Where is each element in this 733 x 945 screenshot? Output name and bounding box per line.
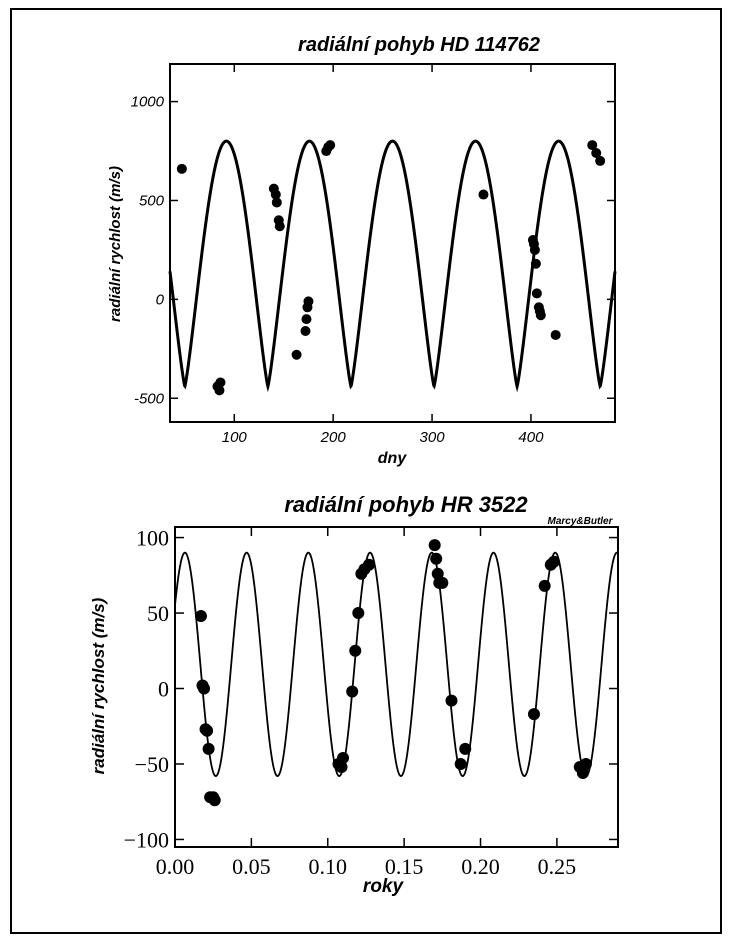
x-tick-label: 100 (222, 429, 248, 446)
data-point (176, 163, 187, 174)
data-point (270, 189, 281, 200)
data-point (454, 757, 467, 770)
data-point (271, 197, 282, 208)
y-tick-label: 50 (147, 601, 169, 626)
data-point (591, 148, 602, 159)
data-point (595, 155, 606, 166)
chart-1-points (176, 140, 606, 396)
data-point (352, 607, 365, 620)
figure-frame (10, 8, 722, 934)
data-point (208, 794, 221, 807)
data-point (529, 244, 540, 255)
data-point (527, 708, 540, 721)
x-tick-label: 0.20 (461, 854, 500, 879)
chart-1-x-label: dny (378, 450, 408, 467)
chart-1-y-label: radiální rychlost (m/s) (107, 166, 124, 322)
data-point (579, 757, 592, 770)
chart-1: radiální pohyb HD 114762 100 200 300 400 -50… (107, 34, 617, 467)
x-tick-label: 0.25 (538, 854, 577, 879)
chart-2-x-label: roky (363, 876, 405, 897)
y-tick-label: 100 (136, 526, 169, 551)
data-point (215, 377, 226, 388)
data-point (531, 288, 542, 299)
data-point (214, 385, 225, 396)
data-point (201, 724, 214, 737)
x-tick-label: 0.15 (385, 854, 424, 879)
data-point (430, 552, 443, 565)
x-tick-label: 200 (320, 429, 347, 446)
y-tick-label: −50 (135, 752, 169, 777)
data-point (478, 189, 489, 200)
data-point (325, 140, 336, 151)
data-point (428, 539, 441, 552)
x-tick-label: 300 (420, 429, 446, 446)
chart-1-model-curve (168, 139, 617, 393)
data-point (349, 644, 362, 657)
y-tick-label: −100 (124, 827, 169, 852)
chart-1-title: radiální pohyb HD 114762 (298, 34, 540, 56)
chart-2-credit: Marcy&Butler (547, 516, 613, 527)
data-point (202, 742, 215, 755)
data-point (337, 751, 350, 764)
data-point (198, 682, 211, 695)
chart-2-plot-area (174, 526, 619, 848)
chart-2-ticks: 0.00 0.05 0.10 0.15 0.20 0.25 −100 −50 0 50 100 (124, 526, 618, 879)
data-point (547, 555, 560, 568)
data-point (303, 296, 314, 307)
data-point (576, 767, 589, 780)
chart-2-model-curve (174, 551, 619, 777)
chart-2-y-label: radiální rychlost (m/s) (89, 597, 108, 774)
data-point (445, 694, 458, 707)
data-point (436, 576, 449, 589)
chart-2-points (194, 539, 592, 807)
data-point (274, 221, 285, 232)
data-point (301, 314, 312, 325)
data-point (538, 579, 551, 592)
y-tick-label: 500 (139, 192, 165, 209)
data-point (535, 310, 546, 321)
data-point (291, 349, 302, 360)
x-tick-label: 0.10 (309, 854, 348, 879)
y-tick-label: 0 (158, 677, 169, 702)
chart-1-ticks: 100 200 300 400 -500 0 500 1000 (131, 64, 615, 446)
x-tick-label: 0.00 (156, 854, 195, 879)
y-tick-label: 0 (156, 291, 165, 308)
chart-2-title: radiální pohyb HR 3522 (284, 492, 528, 517)
data-point (346, 685, 359, 698)
chart-2: radiální pohyb HR 3522 Marcy&Butler 0.00… (89, 492, 619, 897)
data-point (300, 326, 311, 337)
data-point (335, 761, 348, 773)
y-tick-label: -500 (134, 390, 165, 407)
x-tick-label: 0.05 (232, 854, 271, 879)
data-point (530, 258, 541, 269)
x-tick-label: 400 (518, 429, 544, 446)
y-tick-label: 1000 (131, 94, 165, 111)
data-point (587, 140, 598, 151)
data-point (431, 567, 444, 580)
data-point (459, 742, 472, 755)
data-point (550, 329, 561, 340)
chart-1-plot-area (169, 63, 616, 423)
data-point (194, 610, 207, 623)
data-point (363, 558, 376, 571)
